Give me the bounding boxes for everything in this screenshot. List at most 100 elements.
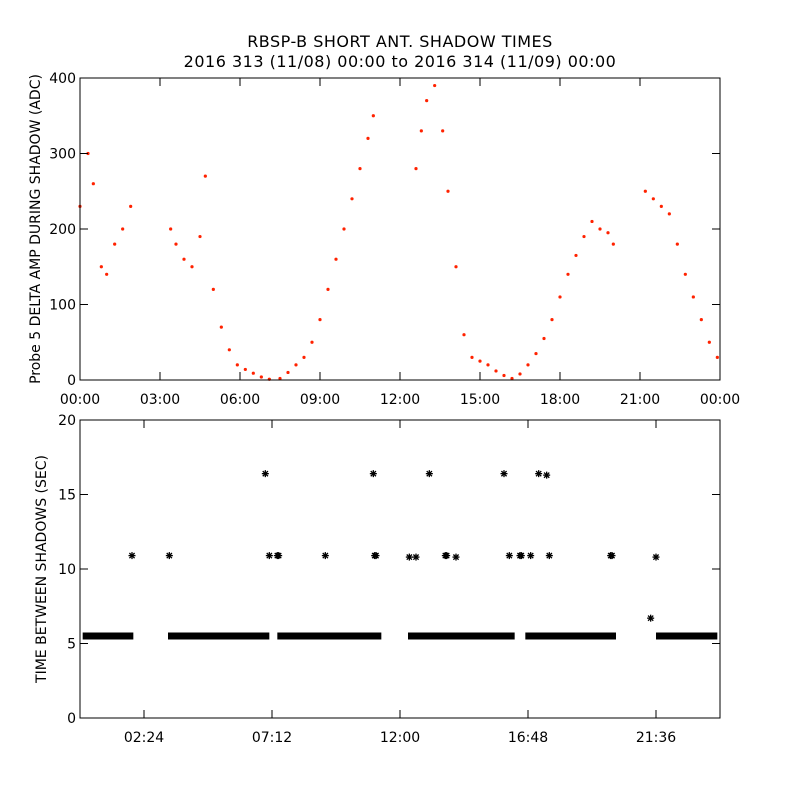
amplitude-y-tick-label: 0 <box>67 373 76 389</box>
amplitude-point <box>574 253 578 258</box>
interval-asterisk <box>412 553 420 561</box>
amplitude-y-tick-label: 400 <box>49 71 76 87</box>
interval-asterisk <box>545 552 553 560</box>
amplitude-point <box>278 376 282 381</box>
interval-asterisk <box>652 553 660 561</box>
amplitude-point <box>302 355 306 359</box>
amplitude-point <box>342 227 346 231</box>
amplitude-point <box>219 325 223 329</box>
amplitude-point <box>334 257 338 261</box>
amplitude-point <box>182 257 186 261</box>
amplitude-point <box>174 242 178 246</box>
interval-asterisk <box>372 552 380 560</box>
amplitude-point <box>446 189 450 193</box>
amplitude-point <box>294 363 298 367</box>
amplitude-point <box>441 129 445 133</box>
amplitude-point <box>99 265 103 269</box>
shadow-interval-y-tick-label: 0 <box>67 711 76 727</box>
amplitude-point <box>510 376 514 381</box>
amplitude-x-tick-label: 12:00 <box>380 392 420 408</box>
amplitude-point <box>606 231 610 235</box>
shadow-interval-y-axis-label: TIME BETWEEN SHADOWS (SEC) <box>34 455 50 684</box>
amplitude-point <box>243 367 247 372</box>
shadow-interval-axes: 02:24 07:12 12:00 16:48 21:36 0 5 10 15 20 <box>58 413 720 746</box>
amplitude-point <box>550 318 554 322</box>
shadow-interval-points <box>82 470 718 640</box>
amplitude-point <box>259 375 263 379</box>
amplitude-point <box>198 234 202 239</box>
amplitude-point <box>358 167 362 171</box>
amplitude-plot-frame <box>79 77 721 381</box>
interval-asterisk <box>369 470 377 478</box>
amplitude-point <box>169 227 173 231</box>
interval-asterisk <box>535 470 543 478</box>
amplitude-point <box>590 219 594 224</box>
interval-asterisk <box>543 471 551 479</box>
amplitude-point <box>326 287 330 291</box>
interval-asterisk <box>517 552 525 560</box>
amplitude-point <box>350 197 354 201</box>
interval-asterisk <box>405 553 413 561</box>
shadow-interval-y-tick-label: 5 <box>67 637 76 653</box>
amplitude-y-tick-label: 100 <box>49 298 76 314</box>
amplitude-point <box>251 371 255 375</box>
amplitude-point <box>462 333 466 337</box>
amplitude-x-tick-label: 06:00 <box>220 392 260 408</box>
amplitude-point <box>425 99 429 103</box>
amplitude-point <box>211 287 215 291</box>
interval-asterisk <box>452 553 460 561</box>
interval-asterisk <box>608 552 616 560</box>
amplitude-point <box>675 242 679 246</box>
amplitude-point <box>715 355 719 359</box>
amplitude-point <box>121 227 125 231</box>
amplitude-point <box>454 265 458 269</box>
amplitude-points <box>78 83 719 381</box>
amplitude-point <box>526 363 530 367</box>
amplitude-point <box>113 242 117 246</box>
amplitude-point <box>643 189 647 193</box>
interval-asterisk <box>128 552 136 560</box>
amplitude-point <box>310 340 314 344</box>
amplitude-point <box>558 295 562 299</box>
shadow-interval-x-tick-label: 21:36 <box>636 730 676 746</box>
amplitude-point <box>486 363 490 367</box>
amplitude-point <box>235 363 239 367</box>
amplitude-point <box>190 265 194 269</box>
amplitude-point <box>91 182 95 186</box>
chart-title: RBSP-B SHORT ANT. SHADOW TIMES <box>247 32 553 51</box>
shadow-interval-panel: 02:24 07:12 12:00 16:48 21:36 0 5 10 15 20 TIME B… <box>34 413 721 746</box>
amplitude-point <box>542 336 546 341</box>
amplitude-point <box>318 318 322 322</box>
interval-asterisk <box>275 552 283 560</box>
amplitude-x-tick-label: 18:00 <box>540 392 580 408</box>
interval-asterisk <box>165 552 173 560</box>
amplitude-point <box>691 295 695 299</box>
amplitude-point <box>203 174 207 178</box>
interval-asterisk <box>443 552 451 560</box>
amplitude-x-tick-label: 21:00 <box>620 392 660 408</box>
interval-asterisk <box>500 470 508 478</box>
amplitude-panel: 00:00 03:00 06:00 09:00 12:00 15:00 18:00 21:00… <box>28 71 740 408</box>
shadow-interval-y-tick-label: 15 <box>58 488 76 504</box>
interval-asterisk <box>261 470 269 478</box>
amplitude-point <box>371 114 375 118</box>
interval-asterisk <box>321 552 329 560</box>
amplitude-point <box>667 212 671 216</box>
shadow-interval-y-tick-label: 20 <box>58 413 76 429</box>
interval-asterisk <box>647 614 655 622</box>
amplitude-y-axis-label: Probe 5 DELTA AMP DURING SHADOW (ADC) <box>28 74 44 384</box>
amplitude-point <box>129 204 133 208</box>
chart-subtitle: 2016 313 (11/08) 00:00 to 2016 314 (11/0… <box>183 52 617 71</box>
amplitude-point <box>502 373 506 378</box>
amplitude-point <box>470 355 474 359</box>
shadow-interval-x-tick-label: 16:48 <box>508 730 548 746</box>
shadow-interval-x-tick-label: 07:12 <box>252 730 292 746</box>
amplitude-point <box>105 272 109 276</box>
amplitude-point <box>659 204 663 208</box>
interval-asterisk <box>505 552 513 560</box>
amplitude-point <box>598 227 602 231</box>
amplitude-x-tick-label: 09:00 <box>300 392 340 408</box>
amplitude-point <box>707 340 711 344</box>
amplitude-point <box>419 129 423 133</box>
